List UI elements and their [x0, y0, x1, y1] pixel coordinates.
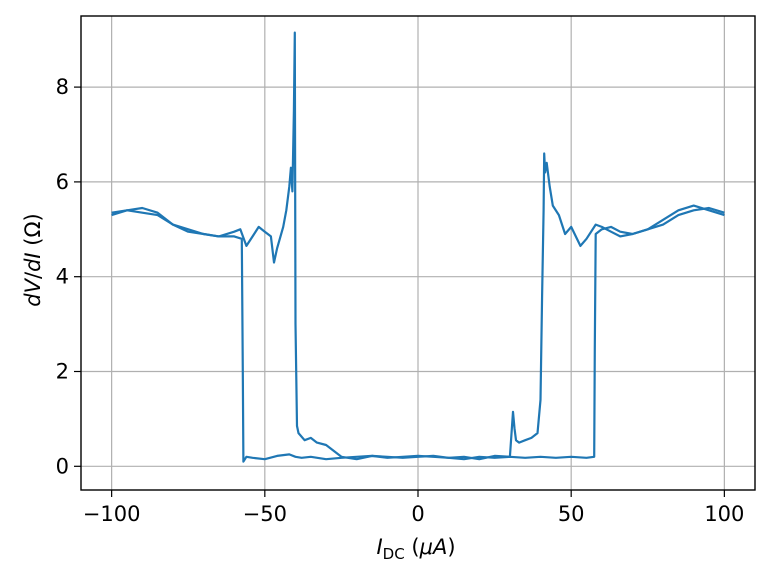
y-tick-label: 2 [56, 360, 69, 384]
x-tick-label: −50 [243, 502, 287, 526]
grid [81, 16, 755, 490]
x-tick-label: 50 [558, 502, 585, 526]
x-tick-label: 0 [411, 502, 424, 526]
x-axis-label: IDC (μA) [376, 535, 455, 563]
axis-ticks: −100 −50 0 50 100 0 2 4 6 8 [56, 75, 745, 526]
y-tick-label: 6 [56, 170, 69, 194]
series-line-2 [111, 31, 725, 461]
y-tick-label: 4 [56, 265, 69, 289]
y-axis-label: dV/dI (Ω) [21, 213, 45, 306]
plot-lines [111, 31, 725, 463]
y-tick-label: 0 [56, 454, 69, 478]
x-tick-label: −100 [83, 502, 141, 526]
x-tick-label: 100 [704, 502, 744, 526]
y-tick-label: 8 [56, 75, 69, 99]
